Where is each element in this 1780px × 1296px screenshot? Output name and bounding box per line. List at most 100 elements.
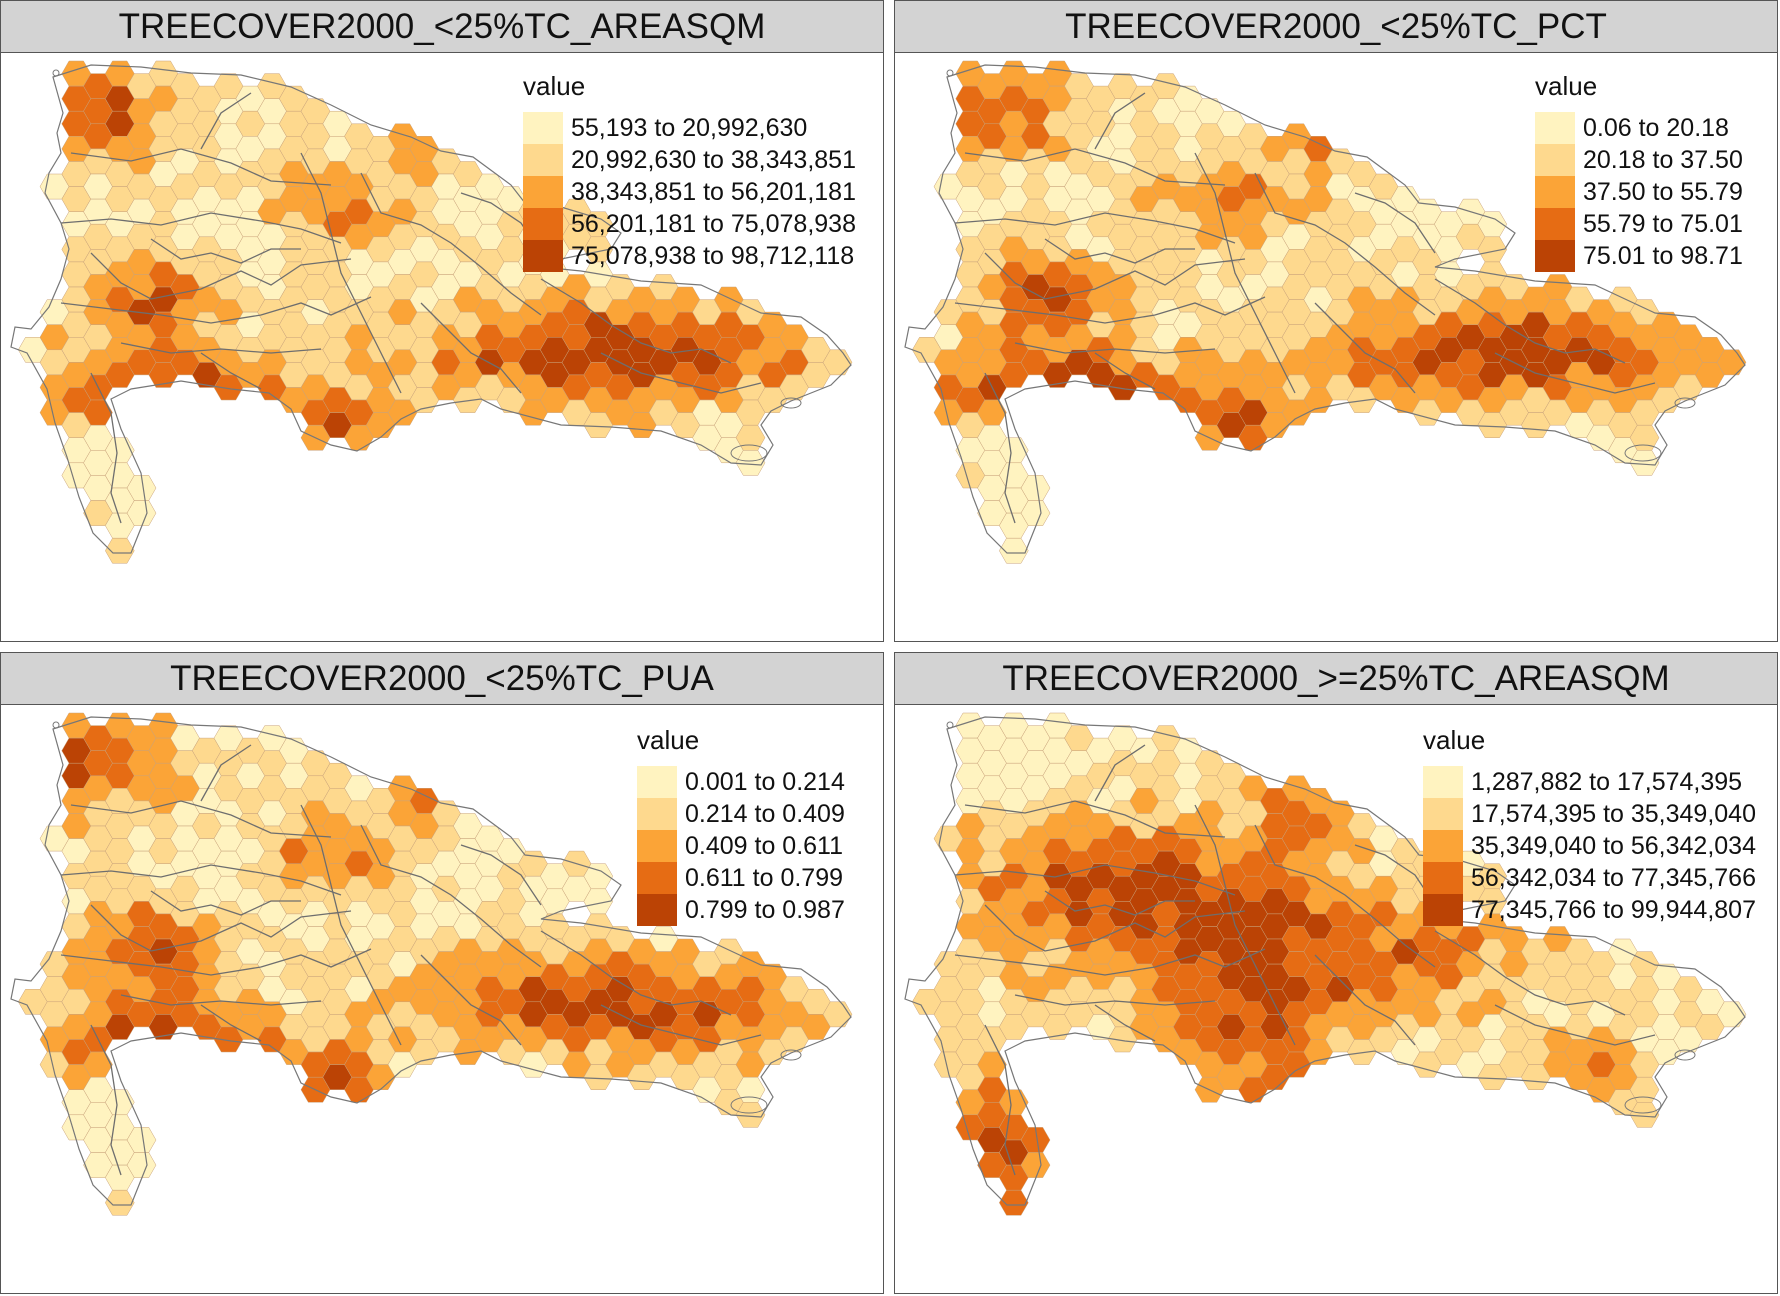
legend-label: 1,287,882 to 17,574,395 [1471,767,1743,796]
province-boundary [954,212,1236,244]
legend-title: value [1535,71,1598,101]
legend-swatch [1535,240,1575,272]
province-boundary [200,352,262,390]
legend-label: 38,343,851 to 56,201,181 [571,177,856,206]
province-boundary [954,296,1266,324]
legend-title: value [523,71,586,101]
island-outline [946,721,954,729]
legend-item: 0.799 to 0.987 [637,894,845,926]
province-boundary [60,948,372,976]
hex-map [904,60,1747,564]
hex-map [10,60,853,564]
legend-swatch [1423,766,1463,798]
province-boundary [1044,890,1195,916]
island-outline [1624,444,1662,462]
island-outline [52,721,60,729]
province-boundary [120,994,322,1006]
legend-label: 0.409 to 0.611 [685,831,844,860]
province-boundary [964,148,1226,186]
legend-label: 0.799 to 0.987 [685,895,845,924]
province-boundary [984,1024,1016,1176]
legend-label: 75.01 to 98.71 [1583,241,1743,270]
panel-title: TREECOVER2000_>=25%TC_AREASQM [895,653,1777,705]
hex-cells [912,60,1747,564]
legend-label: 17,574,395 to 35,349,040 [1471,799,1756,828]
island-outline [1624,1096,1662,1114]
legend-item: 17,574,395 to 35,349,040 [1423,798,1756,830]
legend-label: 55,193 to 20,992,630 [571,113,808,142]
legend-label: 20,992,630 to 38,343,851 [571,145,856,174]
province-boundary [460,844,542,906]
province-boundary [420,302,522,394]
province-boundary [60,864,342,896]
legend-swatch [637,862,677,894]
legend-label: 37.50 to 55.79 [1583,177,1743,206]
province-boundary [1254,172,1436,316]
island-outline [52,69,60,77]
province-boundary [70,148,332,186]
coastline [904,64,1746,554]
province-boundary [984,252,1246,300]
province-boundary [1044,238,1195,264]
province-boundary [1314,954,1416,1046]
province-boundary [420,954,522,1046]
legend-item: 1,287,882 to 17,574,395 [1423,766,1756,798]
legend-label: 56,201,181 to 75,078,938 [571,209,856,238]
province-boundary [1434,930,1626,1016]
legend-item: 37.50 to 55.79 [1535,176,1743,208]
province-boundary [1494,1004,1656,1046]
hex-cells [912,712,1747,1216]
hex-cell [126,500,157,526]
legend-swatch [637,894,677,926]
legend-title: value [637,725,700,755]
legend-item: 0.611 to 0.799 [637,862,845,894]
legend-label: 0.611 to 0.799 [685,863,844,892]
legend-swatch [1423,798,1463,830]
island-outline [780,397,802,409]
legend-swatch [523,176,563,208]
hex-cell [999,1189,1029,1216]
legend-label: 0.06 to 20.18 [1583,113,1729,142]
legend-label: 77,345,766 to 99,944,807 [1471,895,1756,924]
legend-item: 0.06 to 20.18 [1535,112,1743,144]
hex-map [10,712,853,1216]
province-boundary [90,372,122,524]
island-outline [730,1096,768,1114]
province-boundary [360,824,542,968]
province-boundary [1094,1004,1156,1042]
province-boundary [954,864,1236,896]
map-panel-areasqm-lt25: TREECOVER2000_<25%TC_AREASQM value 55,19… [0,0,884,642]
hex-cell [999,537,1029,564]
hex-cell [126,1152,157,1178]
legend-item: 0.214 to 0.409 [637,798,845,830]
legend-item: 56,201,181 to 75,078,938 [523,208,856,240]
province-boundary [1094,352,1156,390]
hex-cells [18,60,853,564]
legend-item: 75,078,938 to 98,712,118 [523,240,856,272]
legend-swatch [1535,176,1575,208]
hex-cell [105,537,135,564]
map-legend: value 0.001 to 0.214 0.214 to 0.409 0.40… [637,725,845,926]
province-boundary [1434,278,1626,364]
province-boundary [300,152,402,394]
island-outline [780,1049,802,1061]
province-boundary [120,342,322,354]
province-boundary [200,92,252,150]
panel-title: TREECOVER2000_<25%TC_PCT [895,1,1777,53]
province-boundary [300,804,402,1046]
hex-cell [1020,1152,1051,1178]
panel-title: TREECOVER2000_<25%TC_AREASQM [1,1,883,53]
legend-swatch [637,766,677,798]
legend-item: 55.79 to 75.01 [1535,208,1743,240]
legend-item: 56,342,034 to 77,345,766 [1423,862,1756,894]
legend-item: 38,343,851 to 56,201,181 [523,176,856,208]
hex-cell [105,1189,135,1216]
legend-swatch [523,240,563,272]
province-boundary [1494,352,1656,394]
legend-item: 75.01 to 98.71 [1535,240,1743,272]
legend-label: 55.79 to 75.01 [1583,209,1743,238]
province-boundary [1194,152,1296,394]
province-boundary [984,904,1246,952]
legend-label: 20.18 to 37.50 [1583,145,1743,174]
legend-item: 20,992,630 to 38,343,851 [523,144,856,176]
